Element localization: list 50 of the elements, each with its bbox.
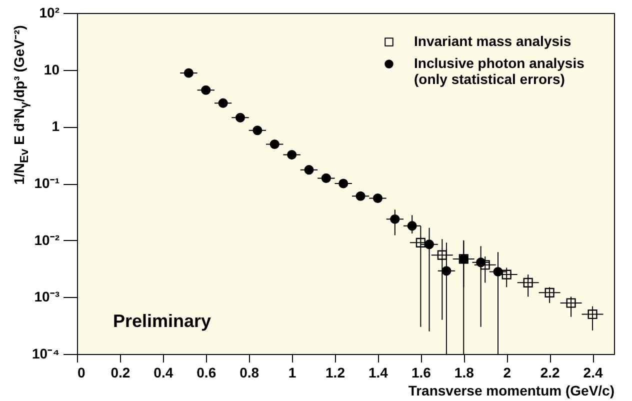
point xyxy=(252,126,262,136)
point xyxy=(235,112,246,122)
x-tick-label: 0.6 xyxy=(196,364,216,380)
x-tick-label: 2 xyxy=(503,364,512,380)
point xyxy=(502,270,512,280)
x-tick-label: 1.6 xyxy=(411,364,432,380)
point xyxy=(304,165,314,175)
point xyxy=(356,191,366,201)
point xyxy=(184,68,194,78)
x-tick-label: 1.2 xyxy=(326,364,346,380)
y-tick-label: 10⁻² xyxy=(34,232,60,248)
point xyxy=(372,193,383,204)
point xyxy=(476,258,486,268)
x-tick-label: 0.8 xyxy=(240,364,260,380)
x-tick-label: 2.4 xyxy=(583,364,603,380)
x-tick-label: 1.4 xyxy=(368,364,388,380)
y-tick-label: 10⁻¹ xyxy=(34,175,60,191)
point xyxy=(287,150,297,160)
x-tick-label: 0.2 xyxy=(110,364,130,380)
point xyxy=(588,309,598,320)
y-tick-label: 10⁻⁴ xyxy=(32,346,60,362)
point xyxy=(338,178,348,188)
y-tick-label: 1 xyxy=(52,118,60,134)
y-tick-label: 10⁻³ xyxy=(34,288,60,305)
x-tick-label: 2.2 xyxy=(540,364,560,380)
point xyxy=(480,260,490,270)
x-tick-label: 1.8 xyxy=(454,364,474,380)
point xyxy=(424,240,434,250)
point xyxy=(218,98,228,108)
point xyxy=(523,278,533,288)
x-tick-label: 0.4 xyxy=(154,364,174,380)
point xyxy=(416,238,426,248)
point xyxy=(321,173,331,183)
annotation: Preliminary xyxy=(113,311,212,331)
y-tick-label: 10² xyxy=(39,4,60,20)
point xyxy=(493,266,503,277)
point xyxy=(566,298,576,308)
point xyxy=(442,266,452,276)
point xyxy=(544,288,554,298)
x-tick-label: 1 xyxy=(288,364,296,380)
y-tick-label: 10 xyxy=(44,61,60,78)
point xyxy=(201,85,211,95)
point xyxy=(407,221,417,231)
legend-label: Inclusive photon analysis (only statistical errors) xyxy=(414,55,585,87)
x-tick-label: 0 xyxy=(78,364,86,380)
legend-label: Invariant mass analysis xyxy=(414,33,572,49)
x-axis-title: Transverse momentum (GeV/c) xyxy=(408,382,614,398)
point xyxy=(390,214,400,224)
point xyxy=(270,140,280,150)
point xyxy=(437,250,447,260)
